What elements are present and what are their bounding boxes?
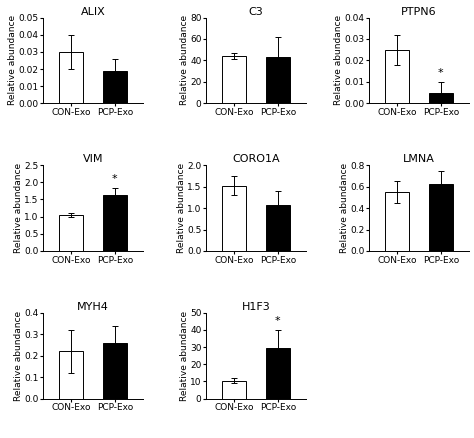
Text: *: *: [275, 317, 281, 326]
Y-axis label: Relative abundance: Relative abundance: [14, 311, 23, 401]
Bar: [266, 205, 290, 251]
Bar: [59, 351, 83, 399]
Y-axis label: Relative abundance: Relative abundance: [340, 163, 349, 253]
Y-axis label: Relative abundance: Relative abundance: [14, 163, 23, 253]
Title: LMNA: LMNA: [403, 154, 435, 164]
Y-axis label: Relative abundance: Relative abundance: [8, 15, 17, 106]
Bar: [59, 215, 83, 251]
Title: MYH4: MYH4: [77, 302, 109, 312]
Title: CORO1A: CORO1A: [232, 154, 280, 164]
Bar: [266, 348, 290, 399]
Bar: [429, 184, 453, 251]
Bar: [59, 52, 83, 103]
Bar: [103, 343, 127, 399]
Bar: [385, 49, 409, 103]
Bar: [103, 195, 127, 251]
Bar: [429, 92, 453, 103]
Title: PTPN6: PTPN6: [401, 7, 437, 17]
Bar: [385, 192, 409, 251]
Title: ALIX: ALIX: [81, 7, 105, 17]
Title: VIM: VIM: [83, 154, 103, 164]
Bar: [266, 57, 290, 103]
Y-axis label: Relative abundance: Relative abundance: [177, 163, 186, 253]
Y-axis label: Relative abundance: Relative abundance: [180, 15, 189, 106]
Bar: [222, 381, 246, 399]
Bar: [222, 186, 246, 251]
Y-axis label: Relative abundance: Relative abundance: [180, 311, 189, 401]
Bar: [103, 71, 127, 103]
Text: *: *: [438, 68, 444, 78]
Text: *: *: [112, 174, 118, 184]
Title: H1F3: H1F3: [242, 302, 270, 312]
Y-axis label: Relative abundance: Relative abundance: [334, 15, 343, 106]
Title: C3: C3: [248, 7, 264, 17]
Bar: [222, 56, 246, 103]
